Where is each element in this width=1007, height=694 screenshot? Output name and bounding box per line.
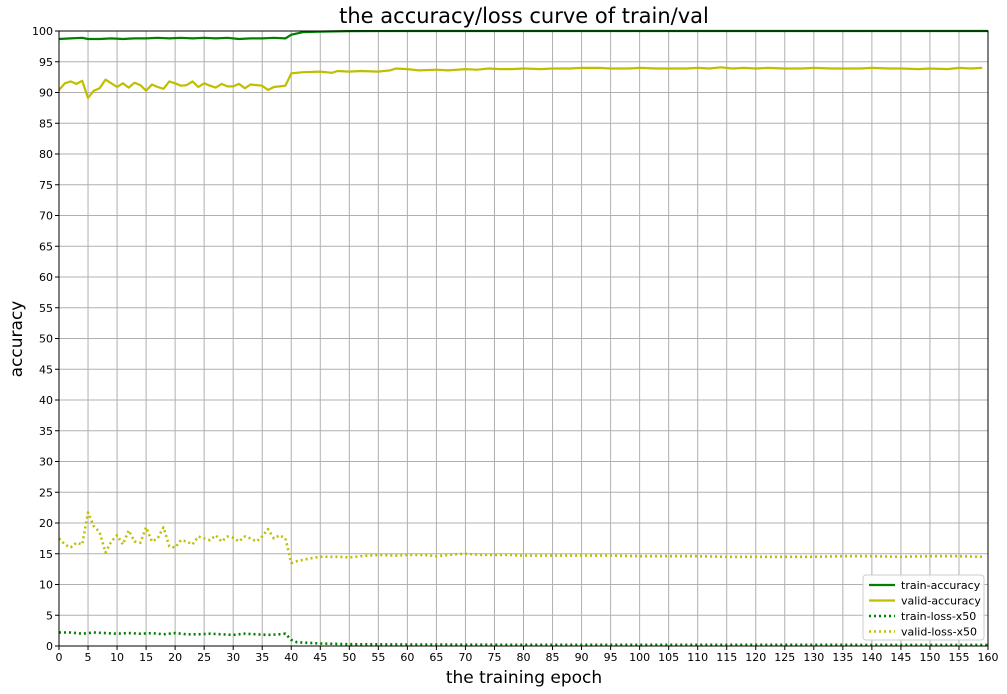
y-tick-label: 40 <box>39 394 53 407</box>
x-tick-label: 135 <box>832 651 853 664</box>
x-axis-label: the training epoch <box>446 668 602 688</box>
y-tick-label: 70 <box>39 210 53 223</box>
x-tick-label: 55 <box>371 651 385 664</box>
axis-ticks: 0 5 10 15 20 25 30 35 40 45 50 55 60 65 70 75 80 85 90 95 10… <box>32 25 999 664</box>
y-tick-label: 90 <box>39 87 53 100</box>
x-tick-label: 50 <box>342 651 356 664</box>
y-tick-label: 15 <box>39 548 53 561</box>
x-tick-label: 140 <box>861 651 882 664</box>
grid <box>58 30 989 647</box>
x-tick-label: 30 <box>226 651 240 664</box>
x-tick-label: 35 <box>255 651 269 664</box>
legend-label: train-loss-x50 <box>901 610 976 623</box>
x-tick-label: 120 <box>745 651 766 664</box>
x-tick-label: 105 <box>658 651 679 664</box>
x-tick-label: 40 <box>284 651 298 664</box>
y-tick-label: 65 <box>39 240 53 253</box>
x-tick-label: 155 <box>948 651 969 664</box>
x-tick-label: 20 <box>168 651 182 664</box>
series-line-train-loss-x50 <box>59 631 989 647</box>
y-tick-label: 25 <box>39 486 53 499</box>
x-tick-label: 95 <box>604 651 618 664</box>
series-line-train-accuracy <box>58 29 988 41</box>
legend-label: valid-loss-x50 <box>901 626 977 639</box>
y-tick-label: 20 <box>39 517 53 530</box>
y-tick-label: 95 <box>39 56 53 69</box>
y-tick-label: 10 <box>39 579 53 592</box>
y-tick-label: 80 <box>39 148 53 161</box>
series-line-valid-accuracy <box>58 66 983 100</box>
y-tick-label: 75 <box>39 179 53 192</box>
legend-label: valid-accuracy <box>901 595 981 608</box>
x-tick-label: 75 <box>487 651 501 664</box>
legend: train-accuracy valid-accuracy train-loss-x… <box>862 574 985 641</box>
x-tick-label: 150 <box>919 651 940 664</box>
y-tick-label: 45 <box>39 363 53 376</box>
y-tick-label: 50 <box>39 333 53 346</box>
series-layer <box>58 29 989 647</box>
x-tick-label: 10 <box>110 651 124 664</box>
x-tick-label: 125 <box>774 651 795 664</box>
y-tick-label: 30 <box>39 456 53 469</box>
x-tick-label: 145 <box>890 651 911 664</box>
x-tick-label: 110 <box>687 651 708 664</box>
x-tick-label: 100 <box>629 651 650 664</box>
x-tick-label: 80 <box>517 651 531 664</box>
x-tick-label: 130 <box>803 651 824 664</box>
x-tick-label: 115 <box>716 651 737 664</box>
y-tick-label: 35 <box>39 425 53 438</box>
legend-box <box>862 574 985 641</box>
x-tick-label: 45 <box>313 651 327 664</box>
x-tick-label: 25 <box>197 651 211 664</box>
y-tick-label: 85 <box>39 117 53 130</box>
y-tick-label: 55 <box>39 302 53 315</box>
y-tick-label: 5 <box>46 609 53 622</box>
x-tick-label: 85 <box>546 651 560 664</box>
x-tick-label: 0 <box>56 651 63 664</box>
chart-title: the accuracy/loss curve of train/val <box>339 4 709 28</box>
x-tick-label: 160 <box>978 651 999 664</box>
x-tick-label: 15 <box>139 651 153 664</box>
x-tick-label: 5 <box>85 651 92 664</box>
x-tick-label: 65 <box>429 651 443 664</box>
y-axis-label: accuracy <box>7 301 27 378</box>
x-tick-label: 70 <box>458 651 472 664</box>
series-line-valid-loss-x50 <box>58 511 983 565</box>
y-tick-label: 100 <box>32 25 53 38</box>
y-tick-label: 0 <box>46 640 53 653</box>
x-tick-label: 90 <box>575 651 589 664</box>
legend-label: train-accuracy <box>901 579 981 592</box>
x-tick-label: 60 <box>400 651 414 664</box>
y-tick-label: 60 <box>39 271 53 284</box>
